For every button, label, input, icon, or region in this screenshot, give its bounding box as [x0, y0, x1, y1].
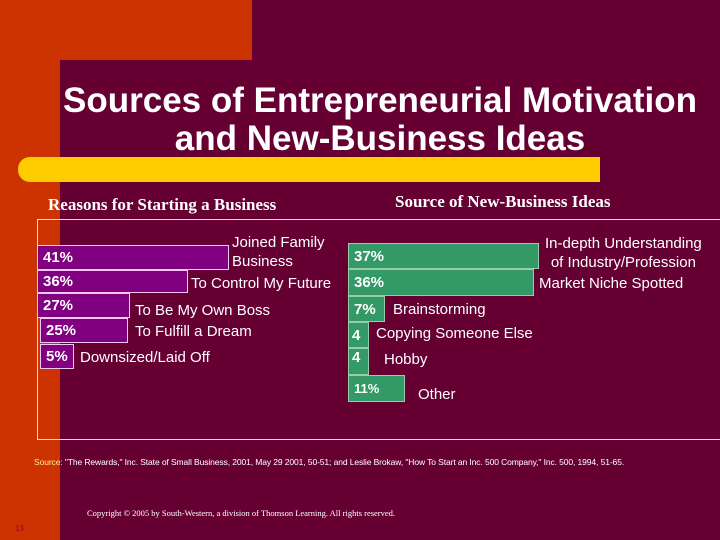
source-text: "The Rewards," Inc. State of Small Busin…: [62, 457, 625, 467]
bar-downsized: 5%: [40, 344, 74, 369]
right-chart-subtitle: Source of New-Business Ideas: [395, 192, 611, 211]
label-fulfill-dream: To Fulfill a Dream: [135, 323, 252, 340]
copyright-notice: Copyright © 2005 by South-Western, a div…: [87, 508, 396, 518]
bar-joined-family: 41%: [37, 245, 229, 270]
bar-other: 11%: [348, 375, 405, 402]
label-hobby: Hobby: [384, 351, 428, 368]
yellow-divider-bar: [18, 157, 600, 182]
panel-corner: [60, 60, 100, 100]
bar-value: 27%: [43, 297, 74, 314]
source-citation: Source: "The Rewards," Inc. State of Sma…: [34, 457, 624, 467]
label-line: Joined Family: [232, 234, 325, 251]
source-prefix: Source:: [34, 457, 63, 467]
bar-indepth-understanding: 37%: [348, 243, 539, 269]
label-brainstorming: Brainstorming: [393, 301, 486, 318]
label-joined-family: Joined Family Business: [232, 233, 325, 271]
label-line: Business: [232, 253, 293, 270]
page-number: 13: [15, 524, 24, 533]
bar-value: 25%: [46, 322, 77, 339]
label-market-niche: Market Niche Spotted: [539, 275, 684, 292]
bar-hobby: 4: [348, 348, 369, 375]
bar-value: 4: [352, 326, 361, 344]
slide-title: Sources of Entrepreneurial Motivation an…: [40, 82, 720, 158]
bar-control-future: 36%: [37, 270, 188, 293]
bar-value: 41%: [43, 249, 74, 266]
label-indepth-understanding: In-depth Understanding of Industry/Profe…: [545, 234, 702, 272]
bar-value: 4: [352, 349, 361, 366]
bar-brainstorming: 7%: [348, 296, 385, 322]
bar-own-boss: 27%: [37, 293, 130, 318]
label-other: Other: [418, 386, 456, 403]
bar-value: 7%: [354, 300, 376, 318]
chart-frame: [37, 219, 720, 440]
bar-value: 36%: [43, 273, 74, 290]
label-control-future: To Control My Future: [191, 275, 332, 292]
title-line-1: Sources of Entrepreneurial Motivation: [63, 81, 697, 120]
bar-value: 11%: [354, 381, 380, 396]
label-line: of Industry/Profession: [550, 254, 696, 271]
bar-fulfill-dream: 25%: [40, 318, 128, 343]
bar-value: 36%: [354, 274, 385, 291]
label-downsized: Downsized/Laid Off: [80, 349, 210, 366]
title-line-2: and New-Business Ideas: [174, 119, 586, 158]
bar-value: 37%: [354, 247, 385, 265]
left-chart-subtitle: Reasons for Starting a Business: [48, 195, 277, 214]
bar-value: 5%: [46, 348, 68, 365]
label-line: In-depth Understanding: [545, 235, 702, 252]
bar-copying: 4: [348, 322, 369, 348]
bar-market-niche: 36%: [348, 269, 534, 296]
label-own-boss: To Be My Own Boss: [135, 302, 271, 319]
label-copying: Copying Someone Else: [376, 325, 533, 342]
